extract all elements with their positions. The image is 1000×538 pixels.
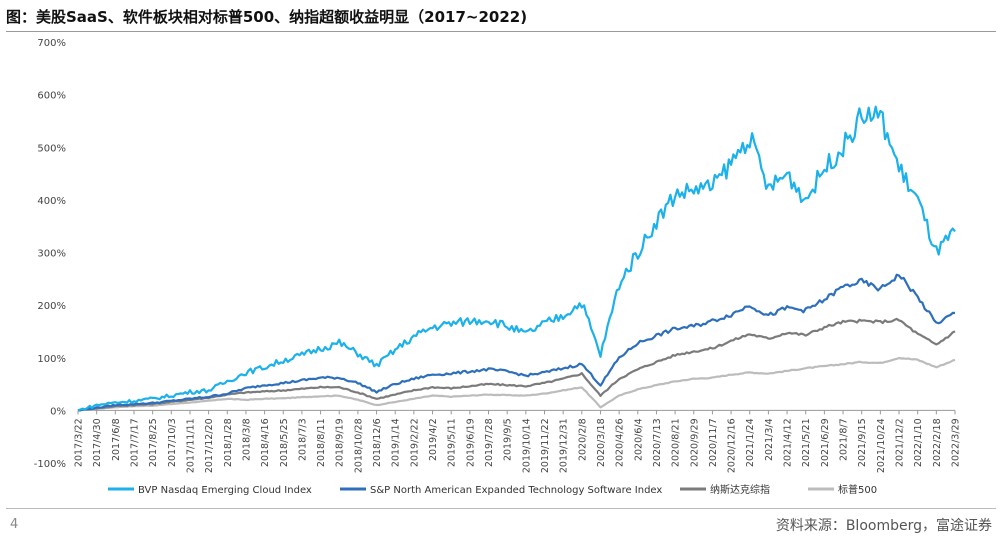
series-layer: [77, 105, 956, 412]
x-tick-label: 2020/6/4: [633, 418, 644, 461]
x-tick-label: 2018/3/8: [241, 418, 252, 461]
x-tick-label: 2021/5/21: [801, 418, 812, 467]
x-tick-label: 2019/4/2: [428, 418, 439, 461]
x-tick-label: 2018/9/19: [335, 418, 346, 467]
x-tick-label: 2019/12/31: [559, 418, 570, 473]
legend-label: 纳斯达克综指: [710, 483, 770, 496]
x-tick-label: 2017/8/25: [148, 418, 159, 467]
x-tick-label: 2021/3/4: [764, 418, 775, 461]
x-tick-label: 2021/12/2: [895, 418, 906, 467]
x-tick-label: 2017/4/30: [92, 418, 103, 467]
x-tick-label: 2020/2/8: [577, 418, 588, 461]
x-tick-label: 2017/6/8: [111, 418, 122, 461]
y-tick-label: 500%: [37, 143, 66, 154]
x-tick-label: 2021/6/29: [820, 418, 831, 467]
x-tick-label: 2021/9/15: [857, 418, 868, 467]
x-tick-label: 2017/7/17: [129, 418, 140, 467]
x-tick-label: 2021/1/24: [745, 418, 756, 467]
x-tick-label: 2018/4/16: [260, 418, 271, 467]
page-number: 4: [10, 517, 19, 532]
legend-label: 标普500: [838, 483, 877, 496]
series-line-2: [77, 273, 956, 412]
x-tick-label: 2019/1/14: [391, 418, 402, 467]
x-tick-label: 2020/4/26: [615, 418, 626, 467]
legend: BVP Nasdaq Emerging Cloud Index S&P North…: [108, 483, 877, 496]
title-divider: [6, 31, 996, 32]
x-tick-label: 2019/5/11: [447, 418, 458, 467]
x-tick-label: 2020/3/18: [596, 418, 607, 467]
x-tick-label: 2019/9/5: [503, 418, 514, 461]
x-tick-label: 2021/4/12: [783, 418, 794, 467]
y-tick-label: 600%: [37, 91, 66, 102]
x-tick-label: 2019/6/19: [465, 418, 476, 467]
footer-divider: [6, 508, 996, 509]
chart-title: 图：美股SaaS、软件板块相对标普500、纳指超额收益明显（2017~2022): [6, 8, 528, 26]
legend-label: BVP Nasdaq Emerging Cloud Index: [138, 485, 312, 496]
x-tick-label: 2020/12/16: [727, 418, 738, 473]
y-tick-label: 700%: [37, 38, 66, 49]
series-line-1: [77, 105, 956, 412]
x-tick-label: 2020/7/13: [652, 418, 663, 467]
x-tick-label: 2022/3/29: [951, 418, 962, 467]
x-tick-label: 2019/11/22: [540, 418, 551, 473]
x-tick-label: 2019/7/28: [484, 418, 495, 467]
x-tick-label: 2019/10/14: [521, 418, 532, 473]
x-tick-label: 2017/10/3: [167, 418, 178, 467]
x-tick-label: 2017/12/20: [204, 418, 215, 473]
x-axis: 2017/3/22 2017/4/30 2017/6/8 2017/7/17 2017/…: [74, 409, 962, 473]
x-tick-label: 2018/8/11: [316, 418, 327, 467]
y-tick-label: 200%: [37, 301, 66, 312]
x-tick-label: 2021/10/24: [876, 418, 887, 473]
x-tick-label: 2018/12/6: [372, 418, 383, 467]
x-tick-label: 2017/3/22: [74, 418, 85, 467]
y-axis: -100% 0% 100% 200% 300% 400% 500% 600% 700%: [34, 38, 66, 470]
x-tick-label: 2022/2/18: [932, 418, 943, 467]
y-tick-label: -100%: [34, 459, 66, 470]
x-tick-label: 2022/1/10: [913, 418, 924, 467]
y-tick-label: 0%: [50, 406, 66, 417]
x-tick-label: 2019/2/22: [409, 418, 420, 467]
x-tick-label: 2020/11/7: [708, 418, 719, 467]
source-note: 资料来源：Bloomberg，富途证券: [775, 518, 992, 534]
y-tick-label: 100%: [37, 354, 66, 365]
legend-label: S&P North American Expanded Technology S…: [370, 485, 662, 496]
y-tick-label: 400%: [37, 196, 66, 207]
x-tick-label: 2018/5/25: [279, 418, 290, 467]
x-tick-label: 2018/7/3: [297, 418, 308, 461]
x-tick-label: 2020/9/29: [689, 418, 700, 467]
series-line-4: [77, 356, 956, 412]
x-tick-label: 2021/8/7: [839, 418, 850, 461]
x-tick-label: 2018/1/28: [223, 418, 234, 467]
x-tick-label: 2017/11/11: [185, 418, 196, 473]
y-tick-label: 300%: [37, 249, 66, 260]
x-tick-label: 2020/8/21: [671, 418, 682, 467]
x-tick-label: 2018/10/28: [353, 418, 364, 473]
